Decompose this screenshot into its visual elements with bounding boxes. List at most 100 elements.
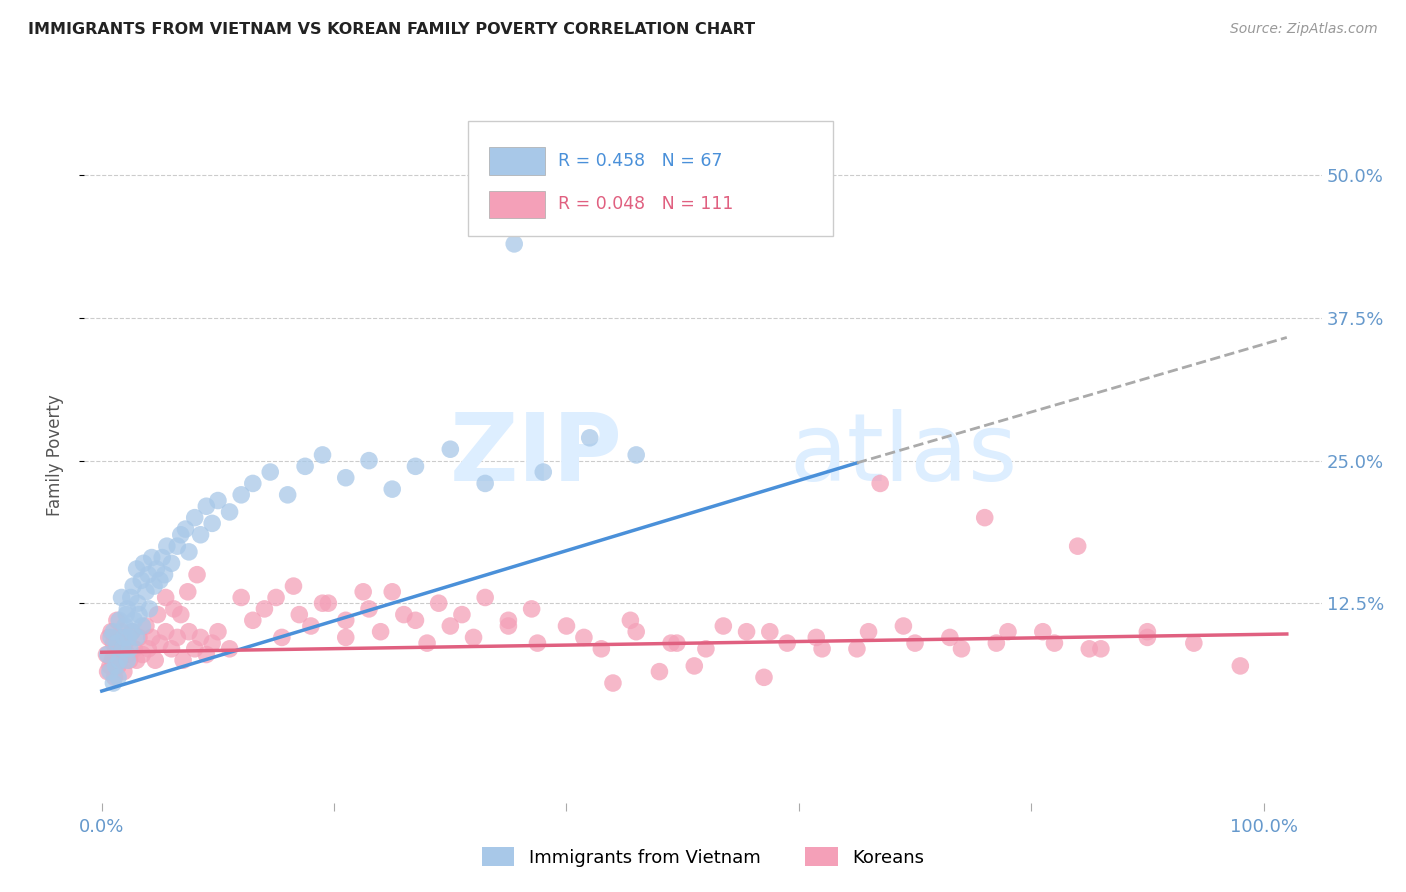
Point [311, 596, 333, 610]
Point [105, 613, 128, 627]
Point [170, 607, 193, 622]
Point [503, 236, 526, 251]
Point [174, 522, 197, 536]
Point [591, 641, 613, 656]
Point [98, 659, 121, 673]
Point [619, 613, 641, 627]
Point [132, 556, 155, 570]
Point [195, 648, 218, 662]
Point [950, 641, 973, 656]
Point [97, 665, 120, 679]
Point [311, 448, 333, 462]
FancyBboxPatch shape [489, 146, 544, 175]
Point [141, 631, 163, 645]
Point [110, 653, 132, 667]
Point [404, 613, 426, 627]
Point [1066, 539, 1088, 553]
Point [183, 510, 205, 524]
Point [117, 631, 139, 645]
Point [105, 636, 128, 650]
Point [288, 607, 311, 622]
Point [183, 641, 205, 656]
Point [526, 636, 548, 650]
Point [121, 624, 143, 639]
Text: R = 0.048   N = 111: R = 0.048 N = 111 [558, 195, 734, 213]
Point [108, 631, 131, 645]
Point [451, 607, 474, 622]
Point [1229, 659, 1251, 673]
Point [806, 631, 828, 645]
Point [520, 602, 543, 616]
Point [138, 602, 160, 616]
Point [218, 641, 240, 656]
Point [357, 602, 380, 616]
Point [114, 636, 136, 650]
Point [153, 567, 176, 582]
Point [439, 619, 461, 633]
Point [101, 653, 124, 667]
Point [259, 465, 281, 479]
Point [150, 550, 173, 565]
Point [172, 653, 194, 667]
Point [110, 591, 132, 605]
FancyBboxPatch shape [468, 121, 832, 235]
Point [869, 476, 891, 491]
Point [125, 631, 148, 645]
Point [1136, 631, 1159, 645]
Point [1182, 636, 1205, 650]
Point [146, 607, 169, 622]
Point [253, 602, 276, 616]
Point [752, 670, 775, 684]
Point [118, 641, 141, 656]
Point [1043, 636, 1066, 650]
Point [242, 613, 264, 627]
Point [160, 641, 183, 656]
Y-axis label: Family Poverty: Family Poverty [45, 394, 63, 516]
Point [776, 636, 799, 650]
Point [170, 528, 193, 542]
Point [986, 636, 1008, 650]
Point [1090, 641, 1112, 656]
Point [665, 636, 688, 650]
Point [439, 442, 461, 457]
Point [335, 471, 357, 485]
Point [1078, 641, 1101, 656]
Point [735, 624, 758, 639]
Point [427, 596, 450, 610]
Point [474, 591, 496, 605]
Point [531, 465, 554, 479]
Point [97, 631, 120, 645]
Text: atlas: atlas [790, 409, 1018, 501]
Text: IMMIGRANTS FROM VIETNAM VS KOREAN FAMILY POVERTY CORRELATION CHART: IMMIGRANTS FROM VIETNAM VS KOREAN FAMILY… [28, 22, 755, 37]
Point [195, 500, 218, 514]
Point [143, 653, 166, 667]
Point [624, 448, 647, 462]
Point [111, 641, 134, 656]
Point [163, 602, 186, 616]
Point [149, 636, 172, 650]
Point [120, 591, 142, 605]
Point [845, 641, 868, 656]
Point [858, 624, 880, 639]
Point [149, 574, 172, 588]
Point [128, 607, 150, 622]
FancyBboxPatch shape [489, 191, 544, 219]
Point [578, 431, 600, 445]
Point [125, 562, 148, 576]
Text: Source: ZipAtlas.com: Source: ZipAtlas.com [1230, 22, 1378, 37]
Point [125, 653, 148, 667]
Point [118, 653, 141, 667]
Point [277, 488, 299, 502]
Point [335, 613, 357, 627]
Point [117, 602, 139, 616]
Point [370, 624, 392, 639]
Point [115, 607, 138, 622]
Point [207, 624, 229, 639]
Point [156, 539, 179, 553]
Point [107, 659, 129, 673]
Point [135, 619, 157, 633]
Point [100, 624, 122, 639]
Point [128, 631, 150, 645]
Point [124, 613, 146, 627]
Point [392, 607, 415, 622]
